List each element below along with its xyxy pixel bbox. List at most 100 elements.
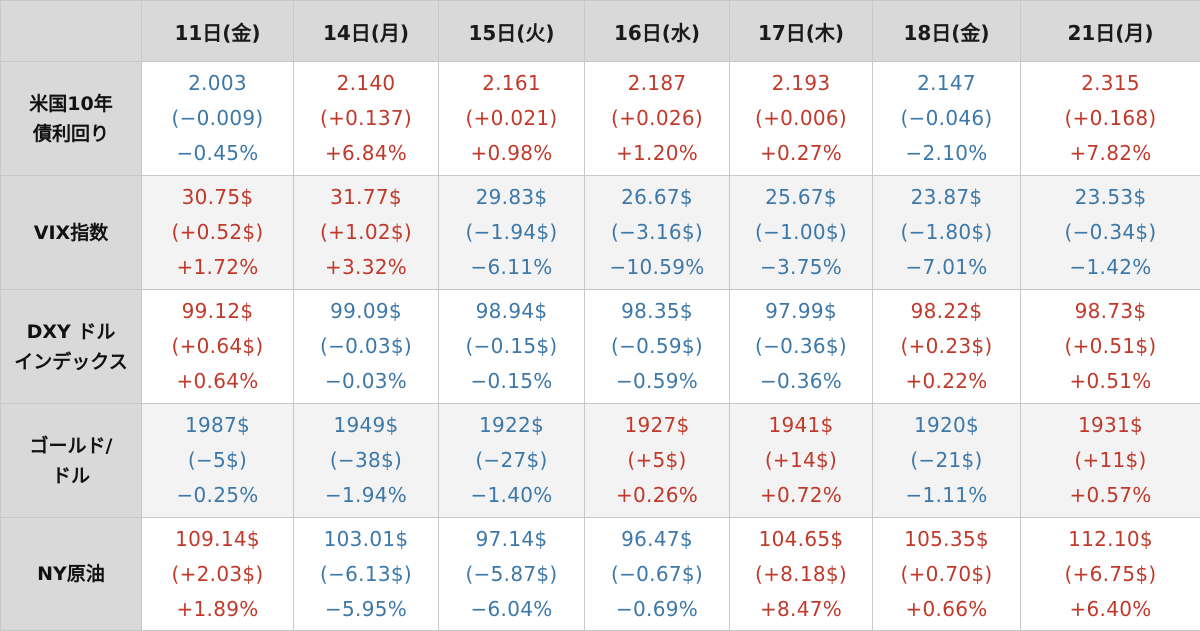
cell-value: 98.94$ bbox=[475, 299, 548, 323]
cell-percent: +0.57% bbox=[1069, 483, 1152, 507]
cell-value: 109.14$ bbox=[175, 526, 260, 551]
row-label-line: 米国10年 bbox=[29, 92, 113, 115]
cell-change: (+0.51$) bbox=[1064, 334, 1157, 358]
cell-percent: −0.59% bbox=[615, 369, 699, 393]
cell-percent: −7.01% bbox=[905, 255, 988, 279]
column-header-day-2: 14日(月) bbox=[293, 0, 439, 62]
data-cell: 2.193 (+0.006) +0.27% bbox=[729, 61, 873, 176]
data-cell: 1927$ (+5$) +0.26% bbox=[584, 403, 730, 518]
cell-change: (−0.009) bbox=[171, 106, 264, 130]
row-label-line: VIX指数 bbox=[33, 221, 109, 244]
cell-percent: −1.94% bbox=[324, 483, 408, 507]
data-cell: 31.77$ (+1.02$) +3.32% bbox=[293, 175, 439, 290]
cell-value: 1922$ bbox=[478, 413, 545, 437]
cell-change: (−38$) bbox=[329, 448, 403, 472]
data-cell: 1922$ (−27$) −1.40% bbox=[438, 403, 585, 518]
cell-value: 98.73$ bbox=[1074, 299, 1147, 323]
row-label: DXY ドル インデックス bbox=[0, 289, 142, 404]
cell-change: (−0.046) bbox=[900, 106, 993, 130]
column-header-day-5: 17日(木) bbox=[729, 0, 873, 62]
cell-change: (−1.80$) bbox=[900, 220, 993, 244]
data-cell: 2.187 (+0.026) +1.20% bbox=[584, 61, 730, 176]
data-cell: 1920$ (−21$) −1.11% bbox=[872, 403, 1021, 518]
data-cell: 98.22$ (+0.23$) +0.22% bbox=[872, 289, 1021, 404]
cell-change: (+14$) bbox=[764, 448, 838, 472]
data-cell: 97.14$ (−5.87$) −6.04% bbox=[438, 517, 585, 631]
cell-change: (−0.67$) bbox=[610, 561, 704, 586]
row-label-line: インデックス bbox=[14, 350, 128, 373]
cell-percent: +0.98% bbox=[470, 141, 553, 165]
data-cell: 1941$ (+14$) +0.72% bbox=[729, 403, 873, 518]
cell-change: (−27$) bbox=[475, 448, 548, 472]
cell-change: (+0.168) bbox=[1064, 106, 1157, 130]
column-header-day-6: 18日(金) bbox=[872, 0, 1021, 62]
row-label: 米国10年債利回り bbox=[0, 61, 142, 176]
cell-percent: −1.42% bbox=[1069, 255, 1152, 279]
row-label-line: ゴールド/ bbox=[29, 434, 113, 457]
cell-value: 2.161 bbox=[482, 71, 541, 95]
cell-value: 26.67$ bbox=[621, 185, 693, 209]
cell-change: (−1.00$) bbox=[754, 220, 848, 244]
data-cell: 112.10$ (+6.75$) +6.40% bbox=[1020, 517, 1200, 631]
data-cell: 104.65$ (+8.18$) +8.47% bbox=[729, 517, 873, 631]
data-cell: 96.47$ (−0.67$) −0.69% bbox=[584, 517, 730, 631]
cell-change: (+2.03$) bbox=[171, 561, 264, 586]
dxy-row: DXY ドル インデックス 99.12$ (+0.64$) +0.64% 99.09$ (−… bbox=[0, 289, 1200, 404]
data-cell: 103.01$ (−6.13$) −5.95% bbox=[293, 517, 439, 631]
cell-change: (+5$) bbox=[627, 448, 687, 472]
row-label-line: NY原油 bbox=[37, 563, 105, 585]
data-cell: 98.73$ (+0.51$) +0.51% bbox=[1020, 289, 1200, 404]
cell-change: (−0.36$) bbox=[754, 334, 848, 358]
cell-value: 2.187 bbox=[627, 71, 687, 95]
cell-change: (−0.34$) bbox=[1064, 220, 1157, 244]
cell-percent: +0.26% bbox=[615, 483, 699, 507]
cell-percent: +0.72% bbox=[759, 483, 843, 507]
vix-row: VIX指数 30.75$ (+0.52$) +1.72% 31.77$ (+1.02$) +… bbox=[0, 175, 1200, 290]
cell-percent: −1.11% bbox=[905, 483, 988, 507]
cell-percent: −0.03% bbox=[324, 369, 408, 393]
cell-value: 1927$ bbox=[624, 413, 690, 437]
cell-change: (+0.137) bbox=[319, 106, 413, 130]
data-cell: 105.35$ (+0.70$) +0.66% bbox=[872, 517, 1021, 631]
cell-value: 104.65$ bbox=[758, 526, 844, 551]
cell-value: 2.147 bbox=[917, 71, 976, 95]
corner-cell bbox=[0, 0, 142, 62]
cell-percent: −10.59% bbox=[609, 255, 705, 279]
cell-percent: −0.45% bbox=[176, 141, 259, 165]
cell-percent: +0.66% bbox=[905, 596, 988, 621]
data-cell: 99.09$ (−0.03$) −0.03% bbox=[293, 289, 439, 404]
cell-value: 30.75$ bbox=[181, 185, 254, 209]
cell-percent: +7.82% bbox=[1069, 141, 1152, 165]
cell-change: (−0.15$) bbox=[465, 334, 558, 358]
cell-change: (+0.70$) bbox=[900, 561, 993, 586]
data-cell: 1949$ (−38$) −1.94% bbox=[293, 403, 439, 518]
cell-value: 97.99$ bbox=[765, 299, 837, 323]
data-cell: 2.147 (−0.046) −2.10% bbox=[872, 61, 1021, 176]
cell-change: (+0.026) bbox=[610, 106, 704, 130]
cell-percent: +1.20% bbox=[615, 141, 699, 165]
cell-change: (+0.006) bbox=[754, 106, 848, 130]
row-label-line: 債利回り bbox=[32, 122, 109, 145]
column-header-day-4: 16日(水) bbox=[584, 0, 730, 62]
data-cell: 98.94$ (−0.15$) −0.15% bbox=[438, 289, 585, 404]
cell-percent: +0.51% bbox=[1069, 369, 1152, 393]
column-header-day-3: 15日(火) bbox=[438, 0, 585, 62]
cell-value: 99.09$ bbox=[330, 299, 402, 323]
data-cell: 109.14$ (+2.03$) +1.89% bbox=[141, 517, 294, 631]
cell-percent: +0.27% bbox=[759, 141, 843, 165]
cell-change: (+1.02$) bbox=[319, 220, 413, 244]
cell-value: 105.35$ bbox=[904, 526, 989, 551]
data-cell: 97.99$ (−0.36$) −0.36% bbox=[729, 289, 873, 404]
cell-percent: −0.36% bbox=[759, 369, 843, 393]
cell-value: 103.01$ bbox=[323, 526, 409, 551]
cell-percent: −2.10% bbox=[905, 141, 988, 165]
cell-percent: +0.64% bbox=[176, 369, 259, 393]
cell-value: 2.003 bbox=[188, 71, 247, 95]
cell-value: 23.53$ bbox=[1074, 185, 1147, 209]
data-cell: 98.35$ (−0.59$) −0.59% bbox=[584, 289, 730, 404]
cell-change: (+11$) bbox=[1074, 448, 1147, 472]
cell-change: (−1.94$) bbox=[465, 220, 558, 244]
cell-percent: −3.75% bbox=[759, 255, 843, 279]
column-header-day-1: 11日(金) bbox=[141, 0, 294, 62]
